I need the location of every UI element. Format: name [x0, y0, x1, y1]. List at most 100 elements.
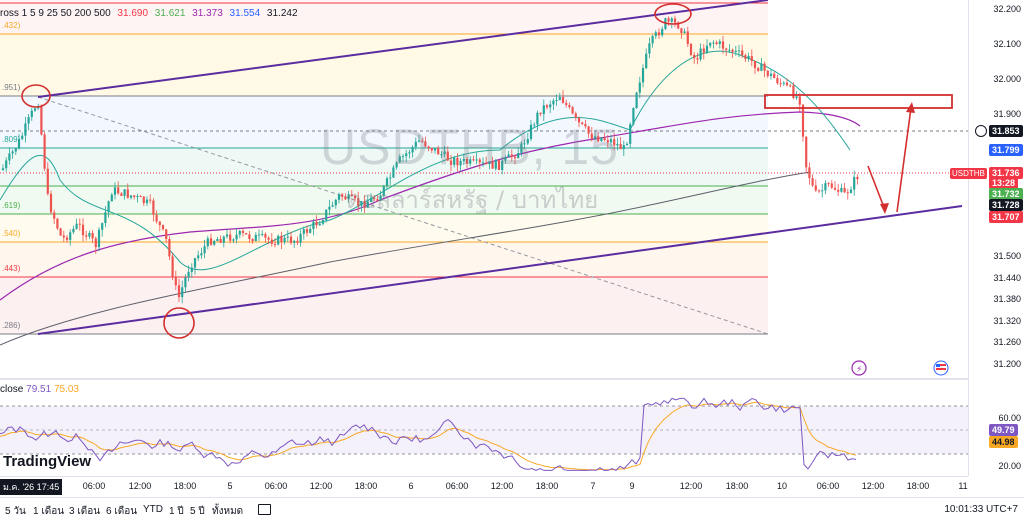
candle-body: [488, 161, 491, 164]
highlight-circle: [21, 84, 51, 108]
watermark-interval: 15: [561, 119, 619, 175]
candle-body: [197, 255, 200, 259]
date-range-icon[interactable]: [258, 504, 271, 515]
rsi-pane[interactable]: [0, 380, 968, 476]
candle-body: [302, 229, 305, 234]
candle-body: [712, 42, 715, 44]
period-5d-button[interactable]: 5 วัน: [5, 506, 26, 517]
fib-level-label: .286): [2, 321, 21, 330]
candle-body: [654, 32, 657, 37]
period-1y-button[interactable]: 1 ปี: [169, 506, 184, 517]
candle-body: [91, 232, 94, 239]
candle-body: [267, 237, 270, 240]
candle-body: [501, 160, 504, 170]
highlight-circle: [654, 3, 692, 25]
period-ytd-button[interactable]: YTD: [143, 504, 163, 515]
candle-body: [309, 228, 312, 233]
candle-body: [513, 156, 517, 159]
period-all-button[interactable]: ทั้งหมด: [212, 506, 244, 517]
candle-body: [312, 221, 315, 229]
price-chart[interactable]: ⚡ USDTHB, 15 ดอลลาร์สหรัฐ / บาทไทย ross …: [0, 0, 968, 378]
price-tick: 31.260: [993, 337, 1021, 347]
rsi-legend[interactable]: close 79.51 75.03: [0, 384, 79, 395]
candle-body: [673, 18, 677, 23]
rsi-tick: 20.00: [998, 461, 1021, 471]
period-3m-button[interactable]: 3 เดือน: [69, 506, 101, 517]
clock-label[interactable]: 10:01:33 UTC+7: [944, 504, 1018, 515]
time-tick: 11: [958, 481, 968, 491]
candle-body: [600, 137, 603, 142]
candle-body: [478, 159, 481, 163]
bottom-toolbar: 5 วัน 1 เดือน 3 เดือน 6 เดือน YTD 1 ปี 5…: [0, 497, 1024, 522]
candle-body: [40, 106, 43, 135]
candle-body: [843, 187, 846, 193]
candle-body: [603, 137, 606, 141]
candle-body: [398, 156, 401, 163]
candle-body: [622, 145, 625, 150]
tradingview-logo[interactable]: TradingView: [3, 453, 92, 470]
price-tick: 31.440: [993, 273, 1021, 283]
period-1m-button[interactable]: 1 เดือน: [33, 506, 65, 517]
pane-divider[interactable]: [0, 378, 968, 380]
candle-body: [65, 237, 69, 240]
price-tick: 32.200: [993, 4, 1021, 14]
candle-body: [344, 196, 347, 200]
candle-body: [696, 58, 699, 60]
candle-body: [750, 56, 753, 62]
period-5y-button[interactable]: 5 ปี: [190, 506, 205, 517]
price-tick: 32.000: [993, 74, 1021, 84]
us-flag-stripe: [936, 368, 946, 370]
candle-body: [533, 124, 536, 126]
candle-body: [235, 234, 238, 240]
price-axis[interactable]: 32.200 32.100 32.000 31.900 31.500 31.44…: [968, 0, 1024, 476]
fib-level-label: .951): [2, 83, 21, 92]
candle-body: [158, 221, 161, 226]
candle-body: [766, 70, 769, 76]
channel-lower-line: [37, 205, 963, 335]
candle-body: [430, 148, 433, 151]
candle-body: [21, 135, 24, 140]
candle-body: [427, 146, 430, 149]
last-price-badge: 31.736: [989, 167, 1023, 179]
candle-body: [232, 239, 235, 241]
candle-body: [145, 199, 149, 204]
period-6m-button[interactable]: 6 เดือน: [106, 506, 138, 517]
rsi-line: [0, 397, 857, 472]
time-tick: 18:00: [535, 481, 559, 491]
candle-body: [616, 143, 619, 146]
candle-body: [485, 162, 488, 164]
candle-body: [593, 136, 597, 139]
price-chart-canvas[interactable]: ⚡: [0, 0, 968, 378]
candle-body: [245, 233, 248, 235]
candle-body: [504, 157, 507, 161]
rsi-legend-prefix: close: [0, 384, 24, 395]
legend-prefix: ross 1 5 9 25 50 200 500: [0, 8, 111, 19]
candle-body: [782, 82, 785, 84]
candle-body: [705, 45, 709, 53]
time-axis[interactable]: ม.ค. '26 17:45 06:00 12:00 18:00 5 06:00…: [0, 476, 968, 497]
candle-body: [17, 139, 21, 149]
candle-body: [472, 159, 475, 161]
legend-value: 31.690: [117, 8, 149, 19]
candle-body: [296, 240, 299, 243]
candle-body: [190, 267, 193, 272]
add-alert-icon[interactable]: [975, 125, 987, 137]
candle-body: [747, 56, 750, 59]
channel-upper-line: [37, 0, 769, 98]
candle-body: [350, 194, 353, 196]
candle-body: [30, 110, 33, 118]
candle-body: [273, 243, 277, 245]
candle-body: [75, 223, 78, 229]
fib-trend-line: [37, 96, 769, 335]
candle-body: [382, 185, 385, 196]
rsi-canvas[interactable]: [0, 380, 968, 476]
candle-body: [635, 92, 638, 108]
candle-body: [216, 239, 219, 242]
candle-body: [619, 143, 622, 150]
time-tick: 06:00: [264, 481, 288, 491]
candle-body: [590, 133, 593, 139]
indicator-legend[interactable]: ross 1 5 9 25 50 200 500 31.690 31.621 3…: [0, 8, 302, 19]
candle-body: [200, 253, 203, 256]
lightning-icon[interactable]: [851, 360, 867, 376]
candle-body: [632, 107, 635, 125]
